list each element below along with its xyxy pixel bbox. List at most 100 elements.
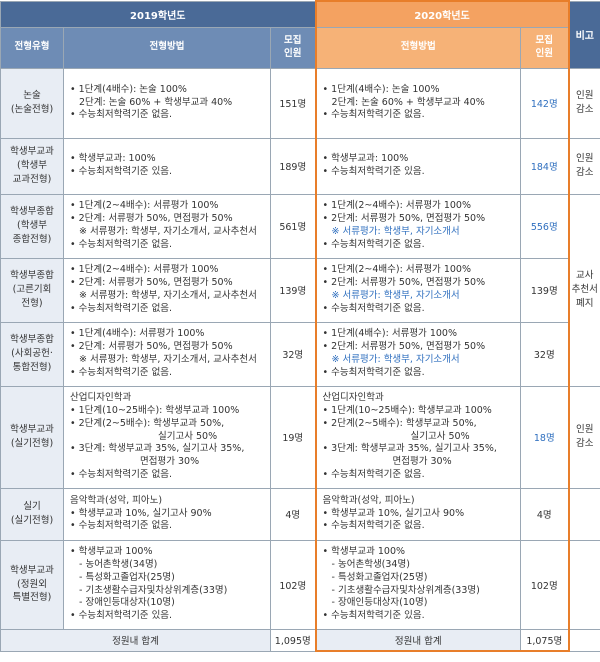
method-line: • 1단계(2~4배수): 서류평가 100%: [70, 264, 219, 276]
method-2019: 산업디자인학과 • 1단계(10~25배수): 학생부교과 100% • 2단계…: [63, 385, 271, 489]
quota-2020: 556명: [520, 193, 570, 259]
type-label: 학생부교과: [10, 424, 54, 436]
method-line: 음악학과(성악, 피아노): [70, 494, 163, 506]
type-label: (정원외: [17, 578, 47, 590]
quota-2020: 18명: [520, 385, 570, 489]
method-line: • 1단계(4배수): 서류평가 100%: [70, 328, 205, 340]
table-row: 논술 (논술전형) • 1단계(4배수): 논술 100% 2단계: 논술 60…: [0, 67, 600, 139]
method-line: • 수능최저학력기준 없음.: [70, 238, 173, 250]
header-type: 전형유형: [0, 26, 64, 69]
method-line: 면접평가 30%: [140, 456, 200, 468]
method-line: • 수능최저학력기준 없음.: [322, 366, 425, 378]
type-label: 특별전형): [12, 592, 52, 604]
method-line: ※ 서류평가: 학생부, 자기소개서: [331, 226, 460, 237]
method-2019: 음악학과(성악, 피아노) • 학생부교과 10%, 실기고사 90% • 수능…: [63, 487, 271, 541]
type-label: (실기전형): [10, 438, 54, 449]
method-2020: • 1단계(4배수): 서류평가 100% • 2단계: 서류평가 50%, 면…: [314, 321, 522, 387]
method-line: • 학생부교과 100%: [322, 546, 406, 558]
method-line: • 3단계: 학생부교과 35%, 실기고사 35%,: [322, 443, 497, 455]
type-label: 교과전형): [12, 173, 52, 185]
method-line: - 특성화고졸업자(25명): [331, 571, 428, 583]
method-line: • 수능최저학력기준 없음.: [322, 469, 425, 481]
table-row: 학생부교과 (실기전형) 산업디자인학과 • 1단계(10~25배수): 학생부…: [0, 385, 600, 489]
method-line: • 학생부교과: 100%: [70, 153, 156, 165]
method-2020: • 학생부교과: 100% • 수능최저학력기준 있음.: [314, 137, 522, 195]
admission-type: 학생부종합 (학생부 종합전형): [0, 193, 64, 259]
method-2020: • 1단계(2~4배수): 서류평가 100% • 2단계: 서류평가 50%,…: [314, 193, 522, 259]
type-label: 학생부종합: [10, 334, 54, 346]
header-2020: 2020학년도: [314, 0, 570, 28]
method-line: 면접평가 30%: [392, 456, 452, 468]
type-label: (고른기회: [12, 284, 52, 296]
quota-2019: 189명: [269, 137, 317, 195]
method-2020: • 학생부교과 100% - 농어촌학생(34명) - 특성화고졸업자(25명)…: [314, 539, 522, 630]
method-line: ※ 서류평가: 학생부, 자기소개서, 교사추천서: [79, 354, 257, 365]
method-line: 실기고사 50%: [410, 430, 470, 442]
quota-2020: 102명: [520, 539, 570, 630]
method-line: • 수능최저학력기준 있음.: [70, 610, 173, 622]
method-line: • 수능최저학력기준 없음.: [322, 109, 425, 121]
method-line: • 2단계: 서류평가 50%, 면접평가 50%: [322, 213, 486, 225]
year-header-row: 2019학년도 2020학년도 비고: [0, 0, 600, 69]
admission-type: 학생부종합 (고른기회 전형): [0, 257, 64, 323]
method-line: - 장애인등대상자(10명): [79, 597, 175, 609]
quota-2020: 184명: [520, 137, 570, 195]
method-line: • 수능최저학력기준 없음.: [322, 520, 425, 532]
method-line: • 2단계: 서류평가 50%, 면접평가 50%: [322, 277, 486, 289]
quota-2020: 32명: [520, 321, 570, 387]
header-quota-2019: 모집 인원: [269, 26, 317, 69]
method-line: • 수능최저학력기준 없음.: [70, 366, 173, 378]
bigo-text: 감소: [576, 104, 594, 115]
table-row: 실기 (실기전형) 음악학과(성악, 피아노) • 학생부교과 10%, 실기고…: [0, 487, 600, 541]
type-label: 실기: [23, 501, 41, 513]
admission-type: 학생부교과 (정원외 특별전형): [0, 539, 64, 630]
header-2019: 2019학년도: [0, 0, 317, 28]
method-2020: • 1단계(2~4배수): 서류평가 100% • 2단계: 서류평가 50%,…: [314, 257, 522, 323]
method-line: • 1단계(2~4배수): 서류평가 100%: [322, 264, 471, 276]
method-line: • 수능최저학력기준 없음.: [70, 469, 173, 481]
method-line: • 2단계(2~5배수): 학생부교과 50%,: [322, 417, 477, 429]
method-line: • 학생부교과 10%, 실기고사 90%: [322, 507, 465, 519]
bigo-text: 인원: [576, 424, 594, 436]
method-line: - 장애인등대상자(10명): [331, 597, 428, 609]
method-line: 산업디자인학과: [70, 392, 132, 404]
method-2020: 음악학과(성악, 피아노) • 학생부교과 10%, 실기고사 90% • 수능…: [314, 487, 522, 541]
method-line: • 1단계(10~25배수): 학생부교과 100%: [322, 404, 492, 416]
type-label: 학생부종합: [10, 270, 54, 282]
type-label: 종합전형): [12, 233, 52, 245]
quota-label-1: 모집: [284, 34, 302, 46]
method-line: 산업디자인학과: [322, 392, 384, 404]
method-line: • 학생부교과 100%: [70, 546, 153, 558]
type-label: 학생부종합: [10, 206, 54, 218]
method-line: • 1단계(4배수): 논술 100%: [322, 83, 440, 95]
quota-2019: 102명: [269, 539, 317, 630]
method-line: • 2단계: 서류평가 50%, 면접평가 50%: [70, 213, 233, 225]
method-line: • 1단계(2~4배수): 서류평가 100%: [322, 200, 471, 212]
method-2019: • 1단계(4배수): 논술 100% 2단계: 논술 60% + 학생부교과 …: [63, 67, 271, 139]
bigo-text: 감소: [576, 438, 594, 449]
bigo-text: 추천서: [571, 284, 598, 296]
header-method-2019: 전형방법: [63, 26, 271, 69]
bigo-cell: [568, 539, 600, 630]
method-2019: • 1단계(2~4배수): 서류평가 100% • 2단계: 서류평가 50%,…: [63, 193, 271, 259]
type-label: (학생부: [17, 160, 47, 172]
admission-type: 실기 (실기전형): [0, 487, 64, 541]
total-label-2020: 정원내 합계: [314, 628, 522, 652]
method-line: • 1단계(2~4배수): 서류평가 100%: [70, 200, 219, 212]
quota-label-2: 인원: [284, 47, 302, 59]
method-line: • 2단계: 서류평가 50%, 면접평가 50%: [70, 341, 233, 353]
method-line: - 기초생활수급자및차상위계층(33명): [331, 584, 480, 596]
bigo-cell: 인원 감소: [568, 67, 600, 139]
quota-2020: 4명: [520, 487, 570, 541]
type-label: 전형): [21, 297, 43, 309]
type-label: (사회공헌·: [11, 348, 53, 360]
total-2019: 1,095명: [269, 628, 317, 652]
method-2019: • 학생부교과: 100% • 수능최저학력기준 있음.: [63, 137, 271, 195]
method-line: • 수능최저학력기준 없음.: [70, 520, 173, 532]
header-quota-2020: 모집 인원: [520, 26, 570, 69]
table-row: 학생부교과 (정원외 특별전형) • 학생부교과 100% - 농어촌학생(34…: [0, 539, 600, 630]
method-line: 2단계: 논술 60% + 학생부교과 40%: [79, 96, 233, 108]
header-method-2020: 전형방법: [314, 26, 522, 69]
method-line: - 특성화고졸업자(25명): [79, 571, 175, 583]
method-2019: • 1단계(2~4배수): 서류평가 100% • 2단계: 서류평가 50%,…: [63, 257, 271, 323]
